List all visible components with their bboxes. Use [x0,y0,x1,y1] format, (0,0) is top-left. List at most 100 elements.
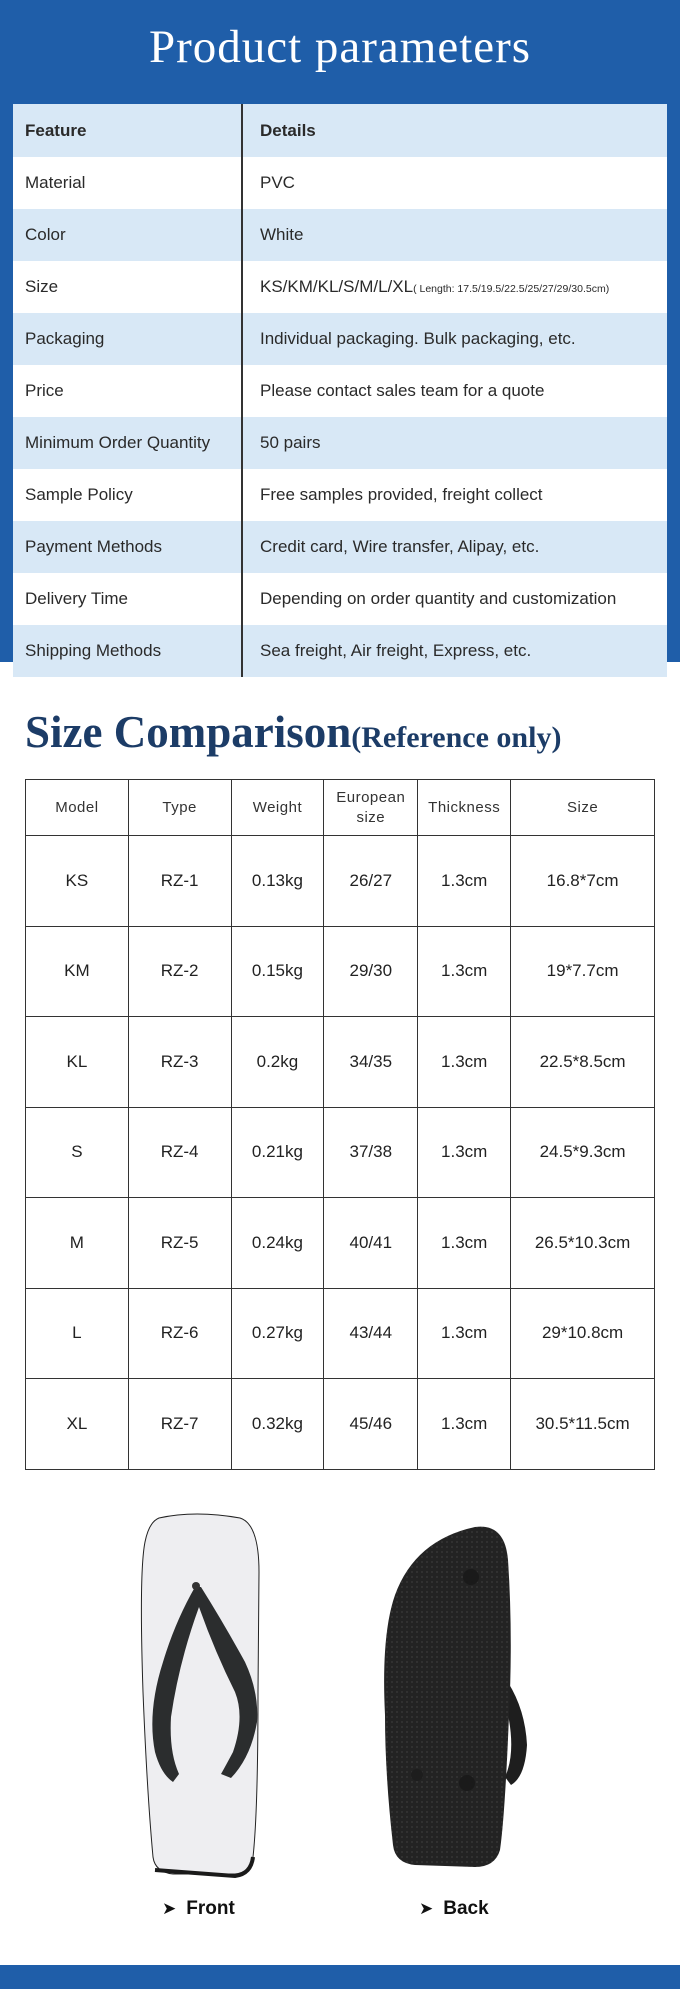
table-row: L RZ-6 0.27kg 43/44 1.3cm 29*10.8cm [25,1287,655,1379]
column-header: Size [510,779,655,836]
page-title: Product parameters [148,21,532,73]
table-cell: 0.15kg [230,925,325,1017]
table-cell: 16.8*7cm [510,835,655,927]
table-cell: M [25,1197,129,1289]
table-row: Size KS/KM/KL/S/M/L/XL( Length: 17.5/19.5… [13,261,667,313]
column-header: European size [323,779,419,836]
details-text: Sea freight, Air freight, Express, etc. [260,641,532,660]
details-cell: KS/KM/KL/S/M/L/XL( Length: 17.5/19.5/22.… [242,261,667,313]
table-cell: 1.3cm [417,835,512,927]
details-note: ( Length: 17.5/19.5/22.5/25/27/29/30.5cm… [413,283,610,295]
feature-cell: Payment Methods [13,521,243,573]
feature-cell: Material [13,157,243,209]
table-cell: RZ-3 [127,1016,232,1108]
front-label-text: Front [186,1898,235,1919]
table-cell: 19*7.7cm [510,925,655,1017]
details-cell: Free samples provided, freight collect [242,469,667,521]
details-text: Free samples provided, freight collect [260,485,543,504]
column-header: Type [127,779,232,836]
table-row: Minimum Order Quantity 50 pairs [13,417,667,469]
table-cell: KM [25,925,129,1017]
feature-cell: Price [13,365,243,417]
feature-cell: Packaging [13,313,243,365]
table-row: Color White [13,209,667,261]
details-cell: Individual packaging. Bulk packaging, et… [242,313,667,365]
details-text: Individual packaging. Bulk packaging, et… [260,329,576,348]
table-cell: S [25,1106,129,1198]
table-row: S RZ-4 0.21kg 37/38 1.3cm 24.5*9.3cm [25,1106,655,1198]
table-cell: 0.24kg [230,1197,325,1289]
table-cell: XL [25,1378,129,1470]
table-cell: 1.3cm [417,1378,512,1470]
table-cell: 26.5*10.3cm [510,1197,655,1289]
table-cell: 30.5*11.5cm [510,1378,655,1470]
table-row: Payment Methods Credit card, Wire transfe… [13,521,667,573]
details-cell: Sea freight, Air freight, Express, etc. [242,625,667,677]
header-details: Details [242,104,667,157]
details-text: KS/KM/KL/S/M/L/XL [260,277,414,296]
table-cell: 37/38 [323,1106,419,1198]
table-row: M RZ-5 0.24kg 40/41 1.3cm 26.5*10.3cm [25,1197,655,1289]
back-label-text: Back [443,1898,489,1919]
table-cell: 1.3cm [417,1287,512,1379]
table-cell: RZ-5 [127,1197,232,1289]
feature-cell: Shipping Methods [13,625,243,677]
table-cell: RZ-6 [127,1287,232,1379]
table-cell: 0.27kg [230,1287,325,1379]
table-header-row: Model Type Weight European size Thickness Siz… [25,779,655,836]
table-cell: 0.21kg [230,1106,325,1198]
details-cell: 50 pairs [242,417,667,469]
table-cell: RZ-2 [127,925,232,1017]
table-cell: 45/46 [323,1378,419,1470]
details-cell: White [242,209,667,261]
back-sandal-image [384,1526,527,1867]
table-cell: 0.32kg [230,1378,325,1470]
details-cell: PVC [242,157,667,209]
table-row: Price Please contact sales team for a quo… [13,365,667,417]
details-cell: Depending on order quantity and customiz… [242,573,667,625]
table-cell: 34/35 [323,1016,419,1108]
table-cell: 1.3cm [417,1197,512,1289]
table-row: Sample Policy Free samples provided, frei… [13,469,667,521]
table-cell: 0.13kg [230,835,325,927]
table-cell: 29*10.8cm [510,1287,655,1379]
table-cell: 22.5*8.5cm [510,1016,655,1108]
table-row: Delivery Time Depending on order quantity… [13,573,667,625]
details-text: Depending on order quantity and customiz… [260,589,617,608]
details-text: Credit card, Wire transfer, Alipay, etc. [260,537,540,556]
back-label: ➤ Back [419,1898,489,1920]
feature-cell: Size [13,261,243,313]
arrow-right-triangle-icon: ➤ [419,1899,434,1918]
table-cell: 40/41 [323,1197,419,1289]
table-cell: RZ-7 [127,1378,232,1470]
column-header: Model [25,779,129,836]
arrow-right-triangle-icon: ➤ [162,1899,177,1918]
size-comparison-table: Model Type Weight European size Thickness Siz… [25,779,655,1470]
table-row: KM RZ-2 0.15kg 29/30 1.3cm 19*7.7cm [25,925,655,1017]
size-comparison-title: Size Comparison(Reference only) [25,706,561,758]
table-cell: 24.5*9.3cm [510,1106,655,1198]
table-cell: RZ-1 [127,835,232,927]
table-row: Material PVC [13,157,667,209]
table-row: Packaging Individual packaging. Bulk pack… [13,313,667,365]
table-row: KS RZ-1 0.13kg 26/27 1.3cm 16.8*7cm [25,835,655,927]
table-cell: 1.3cm [417,1016,512,1108]
details-cell: Credit card, Wire transfer, Alipay, etc. [242,521,667,573]
details-text: 50 pairs [260,433,321,452]
table-row: KL RZ-3 0.2kg 34/35 1.3cm 22.5*8.5cm [25,1016,655,1108]
table-row: XL RZ-7 0.32kg 45/46 1.3cm 30.5*11.5cm [25,1378,655,1470]
feature-cell: Sample Policy [13,469,243,521]
details-text: Please contact sales team for a quote [260,381,545,400]
table-cell: 1.3cm [417,925,512,1017]
front-sandal-image [140,1513,260,1879]
details-text: White [260,225,304,244]
details-cell: Please contact sales team for a quote [242,365,667,417]
table-cell: RZ-4 [127,1106,232,1198]
footer-band [0,1965,680,1989]
table-cell: 1.3cm [417,1106,512,1198]
product-parameters-table: Feature Details Material PVC Color White Size K… [13,104,667,677]
column-header: Weight [230,779,325,836]
table-cell: 43/44 [323,1287,419,1379]
table-cell: 0.2kg [230,1016,325,1108]
table-cell: 26/27 [323,835,419,927]
